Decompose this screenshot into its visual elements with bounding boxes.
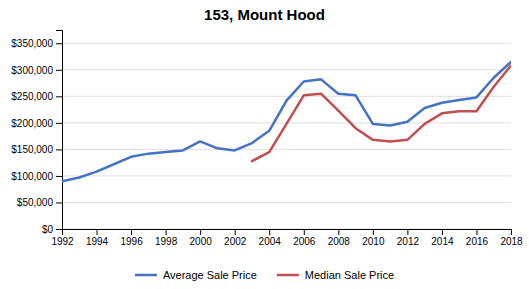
title: 153, Mount Hood bbox=[204, 6, 325, 23]
series-line bbox=[62, 62, 511, 181]
tick-label: 1994 bbox=[86, 236, 109, 247]
grid-line bbox=[62, 175, 511, 176]
tick-mark bbox=[131, 229, 132, 235]
legend-swatch bbox=[135, 274, 157, 277]
tick-mark bbox=[373, 229, 374, 235]
tick: $350,000 bbox=[11, 38, 62, 49]
series-line bbox=[252, 66, 511, 162]
tick-mark bbox=[56, 202, 62, 203]
tick: 2016 bbox=[466, 229, 489, 247]
grid-line bbox=[62, 202, 511, 203]
tick-mark bbox=[56, 70, 62, 71]
tick: 2002 bbox=[224, 229, 247, 247]
tick: $100,000 bbox=[11, 171, 62, 182]
axis-line bbox=[63, 230, 512, 236]
tick-label: 2010 bbox=[362, 236, 385, 247]
tick-label: $50,000 bbox=[17, 197, 54, 208]
tick-label: 2016 bbox=[466, 236, 489, 247]
tick-label: $300,000 bbox=[11, 65, 53, 76]
x-axis: 1992 1994 1996 1998 2000 2002 2004 2006 2008 2010… bbox=[51, 229, 523, 247]
tick-label: $250,000 bbox=[11, 91, 53, 102]
chart: 153, Mount Hood 1992 1994 1996 1998 2000 2002 2… bbox=[0, 0, 529, 289]
tick-mark bbox=[476, 229, 477, 235]
tick: $200,000 bbox=[11, 118, 62, 129]
tick-mark bbox=[235, 229, 236, 235]
tick: 2008 bbox=[328, 229, 351, 247]
tick-mark bbox=[407, 229, 408, 235]
tick: 2000 bbox=[190, 229, 213, 247]
legend-swatch bbox=[277, 274, 299, 277]
tick-label: $150,000 bbox=[11, 144, 53, 155]
tick-label: 2000 bbox=[190, 236, 213, 247]
tick-mark bbox=[56, 96, 62, 97]
tick-label: 2014 bbox=[431, 236, 454, 247]
grid bbox=[62, 43, 511, 229]
tick: 1998 bbox=[155, 229, 178, 247]
tick-mark bbox=[338, 229, 339, 235]
legend: Average Sale Price Median Sale Price bbox=[135, 269, 394, 281]
grid-line bbox=[62, 96, 511, 97]
grid-line bbox=[62, 43, 511, 44]
legend-item: Median Sale Price bbox=[277, 269, 394, 281]
legend-item: Average Sale Price bbox=[135, 269, 257, 281]
tick-label: 1998 bbox=[155, 236, 178, 247]
tick-mark bbox=[200, 229, 201, 235]
legend-label: Median Sale Price bbox=[305, 269, 394, 281]
tick-label: 2008 bbox=[328, 236, 351, 247]
tick-mark bbox=[304, 229, 305, 235]
tick-mark bbox=[56, 149, 62, 150]
legend-label: Average Sale Price bbox=[163, 269, 257, 281]
tick-mark bbox=[56, 176, 62, 177]
tick: $0 bbox=[42, 224, 62, 235]
lines bbox=[62, 62, 511, 181]
tick-label: 2004 bbox=[259, 236, 282, 247]
tick-mark bbox=[442, 229, 443, 235]
tick-label: 2006 bbox=[293, 236, 316, 247]
tick: 1992 bbox=[51, 229, 74, 247]
tick-mark bbox=[269, 229, 270, 235]
tick: 2010 bbox=[362, 229, 385, 247]
tick-mark bbox=[56, 43, 62, 44]
tick-mark bbox=[56, 229, 62, 230]
tick: 1994 bbox=[86, 229, 109, 247]
grid-line bbox=[62, 149, 511, 150]
tick: 2004 bbox=[259, 229, 282, 247]
tick-mark bbox=[166, 229, 167, 235]
tick-label: $100,000 bbox=[11, 171, 53, 182]
tick-label: $200,000 bbox=[11, 118, 53, 129]
tick: $300,000 bbox=[11, 65, 62, 76]
tick-label: $350,000 bbox=[11, 38, 53, 49]
tick-label: $0 bbox=[42, 224, 54, 235]
tick: 1996 bbox=[120, 229, 143, 247]
tick: 2018 bbox=[500, 229, 523, 247]
y-axis: $0 $50,000 $100,000 $150,000 $200,000 $250,00… bbox=[11, 31, 62, 235]
tick-mark bbox=[97, 229, 98, 235]
plot: 1992 1994 1996 1998 2000 2002 2004 2006 2008 2010… bbox=[11, 31, 523, 248]
tick-label: 1996 bbox=[120, 236, 143, 247]
tick: $250,000 bbox=[11, 91, 62, 102]
tick: $150,000 bbox=[11, 144, 62, 155]
tick-label: 2002 bbox=[224, 236, 247, 247]
tick-mark bbox=[56, 123, 62, 124]
tick: 2014 bbox=[431, 229, 454, 247]
tick-label: 2012 bbox=[397, 236, 420, 247]
axis-line bbox=[56, 31, 63, 230]
tick-mark bbox=[511, 229, 512, 235]
tick: 2012 bbox=[397, 229, 420, 247]
tick: $50,000 bbox=[17, 197, 62, 208]
grid-line bbox=[62, 69, 511, 70]
tick-label: 2018 bbox=[500, 236, 523, 247]
tick: 2006 bbox=[293, 229, 316, 247]
tick-label: 1992 bbox=[51, 236, 74, 247]
